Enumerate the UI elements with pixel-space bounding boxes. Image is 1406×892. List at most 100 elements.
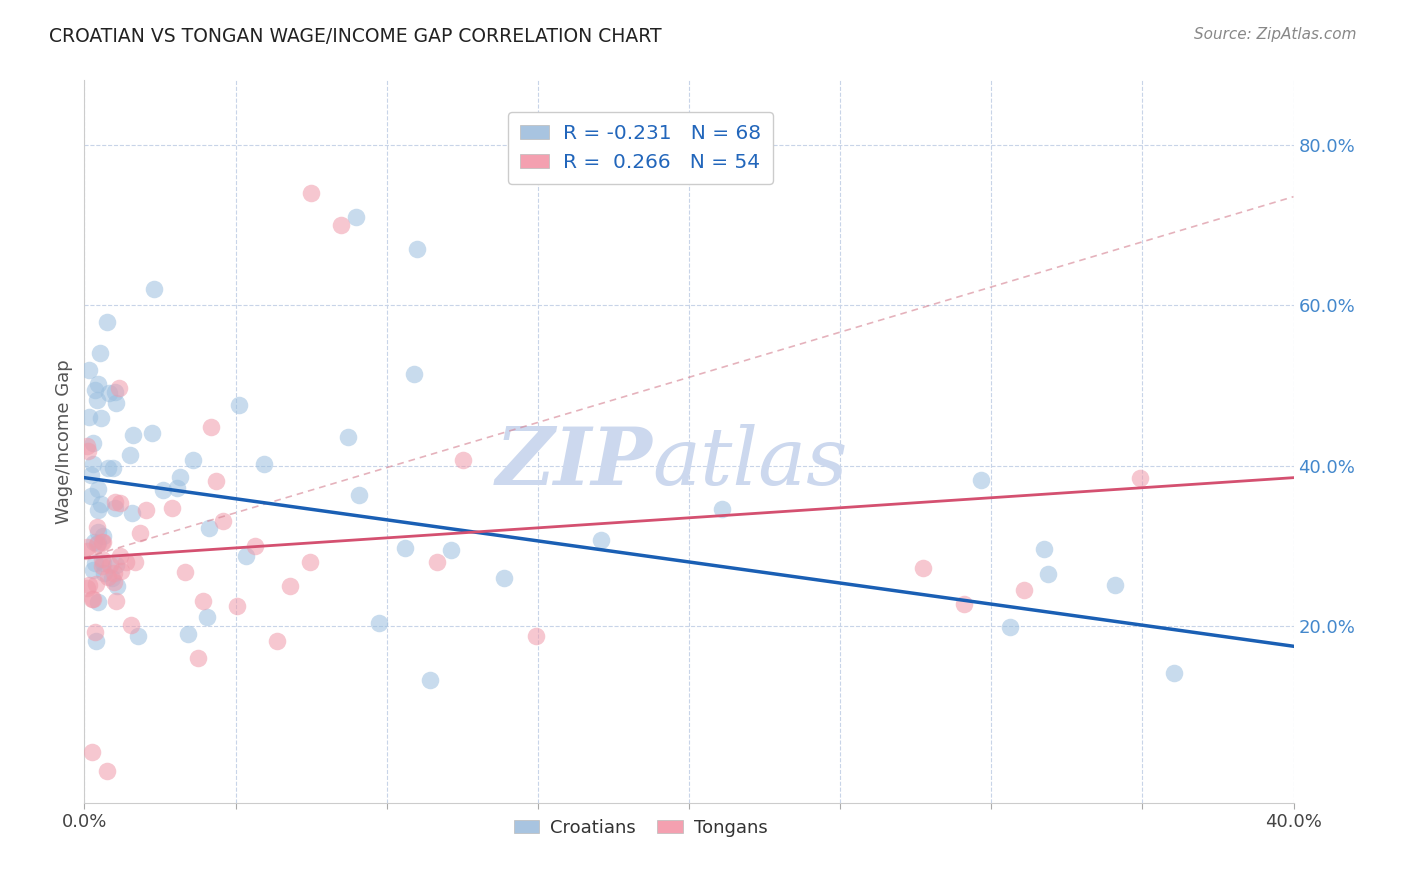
Point (87, 376, 110, 391)
Point (1129, 471, 1152, 485)
Y-axis label: Wage/Income Gap: Wage/Income Gap (55, 359, 73, 524)
Point (368, 616, 391, 631)
Point (402, 367, 425, 381)
Point (143, 282, 166, 296)
Point (278, 579, 301, 593)
Point (129, 526, 152, 541)
Point (91, 556, 114, 570)
Point (90, 411, 112, 425)
Point (176, 627, 198, 641)
Point (115, 555, 138, 569)
Point (120, 448, 142, 462)
Point (82, 746, 104, 760)
Point (97, 386, 120, 401)
Point (77, 409, 100, 424)
Point (492, 571, 515, 585)
Point (141, 425, 163, 440)
Point (91, 529, 114, 543)
Point (76, 543, 98, 558)
Point (76, 581, 98, 595)
Point (912, 561, 935, 575)
Point (195, 610, 218, 624)
Point (87, 525, 110, 540)
Point (121, 506, 143, 520)
Point (76, 540, 98, 554)
Point (710, 502, 733, 516)
Point (103, 574, 125, 589)
Point (589, 533, 612, 548)
Point (93, 566, 115, 580)
Point (76, 439, 98, 453)
Point (103, 461, 125, 475)
Point (91, 534, 114, 549)
Point (419, 673, 441, 688)
Point (1104, 578, 1126, 592)
Point (84, 556, 107, 570)
Point (104, 385, 127, 400)
Point (79, 468, 101, 483)
Point (298, 555, 321, 569)
Point (204, 474, 226, 488)
Point (120, 617, 142, 632)
Point (91, 534, 114, 549)
Point (97, 461, 120, 475)
Point (80, 592, 103, 607)
Text: Source: ZipAtlas.com: Source: ZipAtlas.com (1194, 27, 1357, 42)
Point (90, 552, 112, 566)
Point (101, 571, 124, 585)
Point (108, 549, 131, 563)
Point (330, 218, 353, 232)
Point (86, 520, 108, 534)
Point (96, 570, 118, 584)
Point (82, 436, 104, 450)
Point (245, 539, 267, 553)
Point (104, 558, 127, 572)
Point (169, 470, 191, 484)
Point (87, 536, 110, 550)
Point (347, 488, 370, 502)
Point (228, 397, 250, 411)
Point (77, 363, 100, 377)
Point (235, 549, 257, 564)
Point (1036, 566, 1059, 581)
Point (108, 381, 131, 395)
Point (160, 500, 183, 515)
Point (252, 458, 274, 472)
Point (969, 473, 991, 487)
Point (96, 764, 118, 778)
Point (86, 503, 108, 517)
Point (82, 592, 104, 607)
Point (77, 578, 100, 592)
Point (198, 521, 221, 535)
Point (110, 564, 132, 578)
Point (135, 502, 157, 516)
Point (346, 210, 368, 224)
Point (174, 565, 197, 579)
Point (406, 242, 429, 256)
Point (103, 566, 125, 580)
Point (86, 393, 108, 408)
Point (83, 535, 105, 549)
Point (84, 624, 107, 639)
Point (212, 514, 235, 528)
Point (128, 629, 150, 643)
Point (96, 315, 118, 329)
Point (98, 558, 121, 572)
Point (108, 496, 131, 510)
Point (200, 419, 222, 434)
Point (1012, 582, 1035, 597)
Point (426, 555, 449, 569)
Point (89, 346, 111, 360)
Point (299, 186, 322, 200)
Point (953, 598, 976, 612)
Point (191, 594, 214, 608)
Point (87, 595, 110, 609)
Point (86, 634, 108, 648)
Point (524, 629, 547, 643)
Point (83, 384, 105, 398)
Point (121, 428, 143, 442)
Point (337, 430, 360, 444)
Point (90, 497, 112, 511)
Point (1032, 542, 1054, 557)
Point (266, 633, 288, 648)
